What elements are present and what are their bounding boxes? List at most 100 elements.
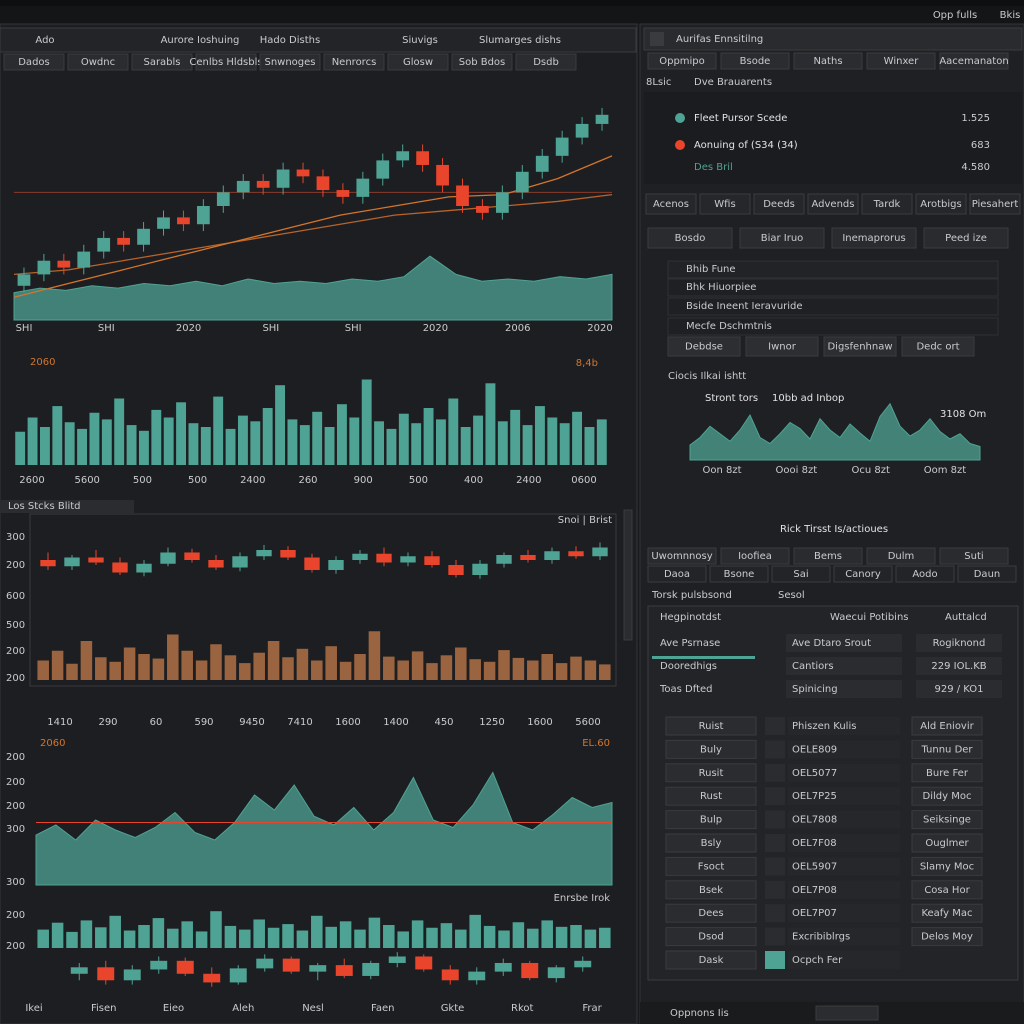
label[interactable]: Dees [698,908,723,919]
tab[interactable] [387,53,449,71]
tab[interactable] [699,193,751,215]
row-button[interactable] [665,927,757,947]
toolbar-tab[interactable]: Slumarges dishs [479,35,561,46]
tab[interactable] [131,53,193,71]
tab-label[interactable]: Biar Iruo [761,233,804,244]
tab-label[interactable]: Oppmipo [659,56,705,67]
tab[interactable] [720,52,790,70]
tab-label[interactable]: Owdnc [81,57,115,68]
tab-label[interactable]: Glosw [403,57,433,68]
tab-label[interactable]: Nenrorcs [332,57,377,68]
tab[interactable] [939,547,1009,565]
tab-label[interactable]: Bsode [740,56,771,67]
label[interactable]: Ruist [699,721,724,732]
label[interactable]: Dask [699,955,724,966]
tree-item[interactable]: Bhib Fune [686,264,736,275]
label[interactable]: Ald Eniovir [920,721,974,732]
row-button[interactable] [665,833,757,853]
tab-label[interactable]: Sai [793,569,808,580]
tab[interactable] [515,53,577,71]
row-button[interactable] [665,880,757,900]
row-button[interactable] [665,950,757,970]
row-button[interactable] [911,810,983,830]
tab-label[interactable]: Daun [974,569,1001,580]
label[interactable]: Buly [700,744,722,755]
toolbar-tab[interactable]: Hado Disths [260,35,320,46]
tab[interactable] [667,336,741,357]
tab-label[interactable]: Naths [813,56,842,67]
row-button[interactable] [911,716,983,736]
tab-label[interactable]: Suti [964,551,983,562]
tab[interactable] [866,547,936,565]
tab-label[interactable]: Aodo [912,569,937,580]
tab[interactable] [451,53,513,71]
tree-item[interactable]: Bhk Hiuorpiee [686,282,756,293]
row-button[interactable] [911,786,983,806]
label[interactable]: Tunnu Der [920,744,973,755]
row-button[interactable] [911,927,983,947]
tab[interactable] [67,53,129,71]
tab[interactable] [645,193,697,215]
row-button[interactable] [665,810,757,830]
tab-label[interactable]: Debdse [685,342,723,353]
tab-label[interactable]: Digsfenhnaw [827,342,892,353]
tab[interactable] [259,53,321,71]
tab-label[interactable]: Sob Bdos [459,57,506,68]
tab[interactable] [793,52,863,70]
tab-label[interactable]: Canory [845,569,881,580]
label[interactable]: Bsek [699,885,723,896]
tab[interactable] [807,193,859,215]
tab-label[interactable]: Dados [18,57,50,68]
tab[interactable] [823,336,897,357]
tab[interactable] [861,193,913,215]
tab[interactable] [866,52,936,70]
tab-label[interactable]: Uwomnnosy [651,551,712,562]
label[interactable]: Dildy Moc [923,791,972,802]
tab-label[interactable]: Daoa [664,569,690,580]
tab-label[interactable]: Deeds [763,199,795,210]
toolbar-tab[interactable]: Aurore Ioshuing [161,35,240,46]
label[interactable]: Seiksinge [923,815,971,826]
label[interactable]: Bulp [700,815,722,826]
tab-label[interactable]: Peed ize [945,233,987,244]
tab[interactable] [793,547,863,565]
tab-label[interactable]: Ioofiea [738,551,772,562]
row-button[interactable] [911,739,983,759]
row-button[interactable] [911,833,983,853]
label[interactable]: Cosa Hor [924,885,970,896]
row-button[interactable] [665,903,757,923]
row-button[interactable] [665,716,757,736]
label[interactable]: Bsly [701,838,722,849]
tab[interactable] [739,227,825,249]
tab-label[interactable]: Acenos [653,199,689,210]
tab[interactable] [969,193,1021,215]
tab-label[interactable]: Cenlbs Hldsbls [189,57,262,68]
tab-label[interactable]: Bems [814,551,842,562]
tab[interactable] [901,336,975,357]
label[interactable]: Keafy Mac [921,908,972,919]
tab[interactable] [753,193,805,215]
label[interactable]: Slamy Moc [920,861,974,872]
tab-label[interactable]: Snwnoges [264,57,315,68]
tab[interactable] [833,565,893,583]
tab[interactable] [895,565,955,583]
tab-label[interactable]: Piesahert [972,199,1019,210]
toolbar-tab[interactable]: Ado [35,35,54,46]
tab[interactable] [745,336,819,357]
tab-label[interactable]: Dedc ort [916,342,959,353]
tab-label[interactable]: Sarabls [143,57,180,68]
tab[interactable] [939,52,1009,70]
tab-label[interactable]: Wfis [714,199,735,210]
tab[interactable] [3,53,65,71]
tab-label[interactable]: Bosdo [675,233,706,244]
row-button[interactable] [665,786,757,806]
tab-label[interactable]: Inemaprorus [842,233,905,244]
tree-item[interactable]: Mecfe Dschmtnis [686,321,772,332]
tab-label[interactable]: Dulm [888,551,915,562]
tab[interactable] [709,565,769,583]
tab[interactable] [720,547,790,565]
tab[interactable] [647,227,733,249]
label[interactable]: Rusit [699,768,724,779]
tab[interactable] [771,565,831,583]
tab-label[interactable]: Bsone [724,569,755,580]
